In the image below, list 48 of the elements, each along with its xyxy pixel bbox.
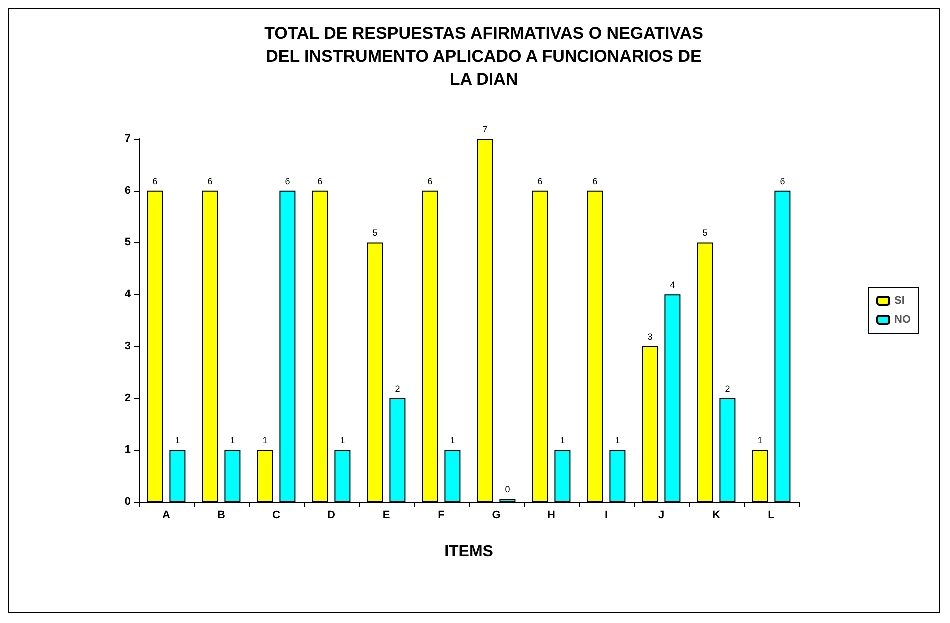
data-label: 7 bbox=[482, 124, 488, 134]
data-label: 1 bbox=[262, 436, 268, 446]
x-tick-label: B bbox=[218, 510, 226, 522]
data-label: 6 bbox=[208, 176, 213, 186]
y-tick-label: 6 bbox=[124, 184, 131, 197]
data-label: 1 bbox=[560, 436, 566, 446]
data-label: 6 bbox=[592, 176, 598, 186]
x-tick-label: D bbox=[328, 510, 336, 522]
data-label: 6 bbox=[538, 176, 543, 186]
data-label: 6 bbox=[152, 176, 158, 186]
y-tick-label: 2 bbox=[124, 392, 131, 404]
data-label: 2 bbox=[725, 384, 730, 394]
data-label: 1 bbox=[615, 436, 620, 446]
data-label: 3 bbox=[648, 332, 653, 342]
data-label: 5 bbox=[372, 228, 378, 238]
data-label: 6 bbox=[285, 176, 290, 186]
chart-title: TOTAL DE RESPUESTAS AFIRMATIVAS O NEGATIVAS DEL INSTRUMENTO APLICADO A FUNCIONARIOS DE LA DIAN bbox=[264, 24, 704, 89]
x-axis-title: ITEMS bbox=[444, 544, 494, 560]
x-tick-label: I bbox=[604, 510, 608, 522]
x-tick-label: A bbox=[162, 510, 171, 522]
data-label: 2 bbox=[395, 384, 400, 394]
data-label: 1 bbox=[230, 436, 236, 446]
x-tick-label: E bbox=[382, 510, 390, 522]
x-tick-label: K bbox=[712, 510, 721, 522]
data-label: 5 bbox=[702, 228, 708, 238]
data-label: 6 bbox=[780, 176, 786, 186]
x-tick-label: G bbox=[492, 510, 501, 522]
x-tick-label: H bbox=[548, 510, 556, 522]
x-tick-label: C bbox=[272, 510, 281, 522]
data-label: 1 bbox=[758, 436, 763, 446]
data-label: 0 bbox=[505, 484, 510, 494]
y-tick-label: 3 bbox=[124, 340, 131, 352]
y-tick-label: 5 bbox=[124, 236, 131, 249]
y-tick-label: 0 bbox=[124, 496, 131, 508]
data-label: 1 bbox=[450, 436, 456, 446]
data-label: 6 bbox=[428, 176, 433, 186]
y-tick-label: 7 bbox=[124, 133, 131, 145]
data-label: 6 bbox=[318, 176, 323, 186]
legend-label: SI bbox=[894, 295, 905, 307]
y-tick-label: 4 bbox=[124, 288, 132, 301]
data-label: 1 bbox=[175, 436, 180, 446]
legend-label: NO bbox=[894, 314, 912, 326]
data-label: 1 bbox=[340, 436, 346, 446]
x-tick-label: J bbox=[658, 510, 665, 522]
y-tick-label: 1 bbox=[124, 444, 131, 456]
data-label: 4 bbox=[670, 280, 676, 290]
x-tick-label: F bbox=[438, 510, 446, 522]
x-tick-label: L bbox=[768, 510, 776, 522]
